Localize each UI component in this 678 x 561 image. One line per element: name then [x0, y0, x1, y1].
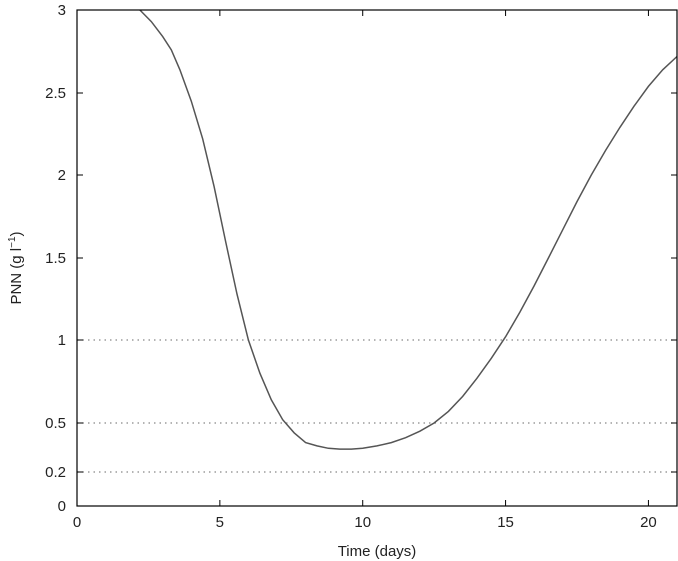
x-axis-label: Time (days): [338, 543, 417, 560]
x-tick-label: 0: [73, 514, 81, 531]
series-line: [139, 9, 678, 450]
y-axis-label-main: PNN (g l: [8, 248, 25, 305]
y-tick-label: 1.5: [45, 250, 66, 267]
plot-frame: [76, 9, 678, 507]
y-tick-label: 2: [58, 167, 66, 184]
y-tick-label: 0.5: [45, 415, 66, 432]
y-tick-label: 0.2: [45, 464, 66, 481]
x-tick-label: 10: [354, 514, 371, 531]
reference-lines: [77, 339, 677, 473]
y-tick-label: 3: [58, 2, 66, 19]
y-axis-label: PNN (g l−1): [7, 231, 25, 304]
x-tick-label: 15: [497, 514, 514, 531]
y-axis-label-close: ): [8, 231, 25, 236]
y-axis-label-superscript: −1: [7, 236, 18, 248]
y-tick-label: 0: [58, 498, 66, 515]
x-axis-ticks: 0 5 10 15 20: [73, 10, 657, 531]
y-axis-ticks: 0 0.2 0.5 1 1.5 2 2.5 3: [45, 2, 677, 515]
x-tick-label: 5: [216, 514, 224, 531]
y-tick-label: 2.5: [45, 85, 66, 102]
x-tick-label: 20: [640, 514, 657, 531]
y-tick-label: 1: [58, 332, 66, 349]
